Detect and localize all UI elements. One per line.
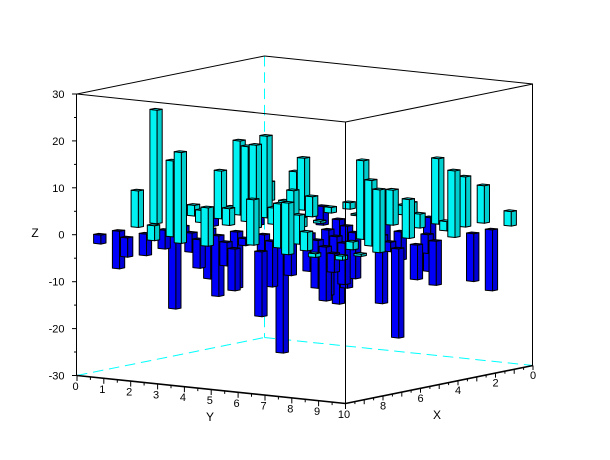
svg-text:4: 4: [180, 392, 186, 404]
svg-text:2: 2: [492, 378, 498, 390]
svg-text:-20: -20: [49, 324, 65, 336]
svg-text:6: 6: [417, 393, 423, 405]
svg-text:10: 10: [52, 183, 64, 195]
svg-text:4: 4: [455, 385, 461, 397]
svg-text:-30: -30: [49, 371, 65, 383]
svg-text:9: 9: [314, 406, 320, 418]
svg-text:-10: -10: [49, 277, 65, 289]
svg-text:5: 5: [207, 395, 213, 407]
svg-text:0: 0: [58, 230, 64, 242]
svg-text:X: X: [433, 408, 441, 422]
svg-text:3: 3: [153, 389, 159, 401]
svg-text:Y: Y: [206, 410, 214, 424]
svg-text:30: 30: [52, 89, 64, 101]
svg-text:10: 10: [338, 409, 350, 421]
svg-text:0: 0: [530, 370, 536, 382]
svg-text:20: 20: [52, 136, 64, 148]
svg-text:1: 1: [99, 384, 105, 396]
svg-text:Z: Z: [31, 226, 38, 240]
svg-text:0: 0: [72, 381, 78, 393]
svg-text:8: 8: [380, 400, 386, 412]
svg-text:8: 8: [287, 403, 293, 415]
svg-text:2: 2: [126, 387, 132, 399]
svg-text:6: 6: [234, 398, 240, 410]
svg-text:7: 7: [260, 401, 266, 413]
